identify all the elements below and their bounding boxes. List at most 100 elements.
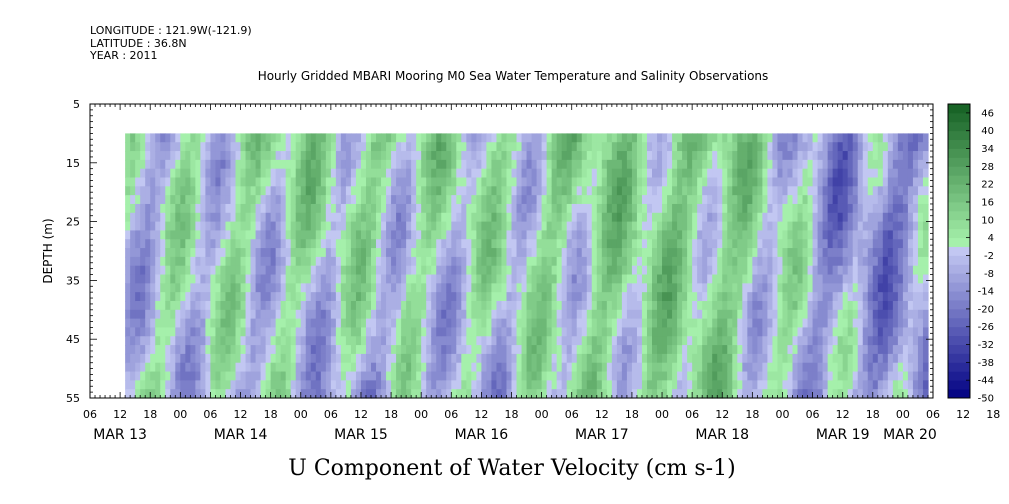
heat-cell: [506, 345, 513, 355]
heat-cell: [882, 177, 889, 187]
heat-cell: [792, 168, 799, 179]
heat-cell: [862, 151, 869, 161]
heat-cell: [892, 292, 899, 302]
heat-cell: [350, 239, 357, 249]
heat-cell: [150, 300, 156, 311]
heat-cell: [712, 256, 718, 267]
heat-cell: [481, 389, 488, 399]
heat-cell: [867, 186, 874, 196]
heat-cell: [325, 292, 332, 302]
heat-cell: [516, 177, 523, 187]
heat-cell: [852, 274, 859, 284]
heat-cell: [832, 318, 839, 329]
heat-cell: [275, 230, 282, 240]
heat-cell: [516, 371, 523, 381]
heat-cell: [160, 283, 166, 293]
heat-cell: [421, 133, 427, 143]
heat-cell: [195, 256, 201, 267]
heat-cell: [797, 239, 804, 249]
heat-cell: [411, 256, 417, 267]
heat-cell: [411, 203, 417, 214]
heat-cell: [180, 177, 186, 187]
heat-cell: [712, 248, 718, 258]
heat-cell: [616, 239, 623, 249]
heat-cell: [802, 389, 809, 399]
heat-cell: [476, 292, 482, 302]
heat-cell: [360, 292, 367, 302]
heat-cell: [742, 133, 748, 143]
heat-cell: [376, 309, 382, 320]
heat-cell: [225, 380, 232, 390]
heat-cell: [852, 336, 859, 346]
heat-cell: [436, 265, 442, 276]
heat-cell: [832, 212, 839, 223]
heat-cell: [581, 309, 588, 320]
heat-cell: [416, 371, 422, 381]
heat-cell: [516, 256, 523, 267]
heat-cell: [697, 212, 703, 223]
heat-cell: [210, 142, 217, 152]
heat-cell: [456, 274, 462, 284]
heat-cell: [586, 142, 593, 152]
heat-cell: [255, 168, 262, 179]
heat-cell: [330, 274, 337, 284]
heat-cell: [576, 256, 583, 267]
heat-cell: [240, 212, 247, 223]
heat-cell: [887, 230, 894, 240]
heat-cell: [335, 142, 342, 152]
heat-cell: [616, 362, 623, 373]
heat-cell: [300, 159, 307, 170]
heat-cell: [742, 389, 748, 399]
heat-cell: [922, 300, 929, 311]
heat-cell: [386, 300, 392, 311]
heat-cell: [626, 159, 633, 170]
heat-cell: [511, 274, 518, 284]
heat-cell: [466, 380, 472, 390]
heat-cell: [586, 265, 593, 276]
heat-cell: [702, 203, 708, 214]
heat-cell: [697, 195, 703, 205]
heat-cell: [727, 133, 733, 143]
heat-cell: [325, 353, 332, 364]
heat-cell: [907, 283, 914, 293]
heat-cell: [150, 318, 156, 329]
heat-cell: [200, 239, 207, 249]
heat-cell: [496, 380, 503, 390]
heat-cell: [340, 151, 347, 161]
heat-cell: [355, 283, 362, 293]
heat-cell: [265, 292, 272, 302]
heat-cell: [887, 389, 894, 399]
heat-cell: [345, 151, 352, 161]
heat-cell: [295, 389, 302, 399]
heat-cell: [677, 309, 683, 320]
heat-cell: [912, 353, 919, 364]
heat-cell: [215, 239, 222, 249]
heat-cell: [591, 353, 598, 364]
heat-cell: [857, 186, 864, 196]
heat-cell: [360, 203, 367, 214]
heat-cell: [807, 389, 814, 399]
heat-cell: [907, 353, 914, 364]
heat-cell: [822, 283, 829, 293]
heat-cell: [692, 186, 698, 196]
heat-cell: [742, 274, 748, 284]
heat-cell: [195, 195, 201, 205]
heat-cell: [230, 345, 237, 355]
heat-cell: [436, 292, 442, 302]
heat-cell: [335, 212, 342, 223]
heat-cell: [150, 380, 156, 390]
heat-cell: [270, 318, 277, 329]
heat-cell: [170, 177, 176, 187]
heat-cell: [887, 221, 894, 232]
heat-cell: [446, 168, 452, 179]
heat-cell: [401, 151, 407, 161]
heat-cell: [782, 274, 789, 284]
heat-cell: [240, 309, 247, 320]
heat-cell: [360, 345, 367, 355]
heat-cell: [556, 274, 563, 284]
heat-cell: [892, 203, 899, 214]
heat-cell: [887, 309, 894, 320]
heat-cell: [436, 203, 442, 214]
heat-cell: [872, 177, 879, 187]
